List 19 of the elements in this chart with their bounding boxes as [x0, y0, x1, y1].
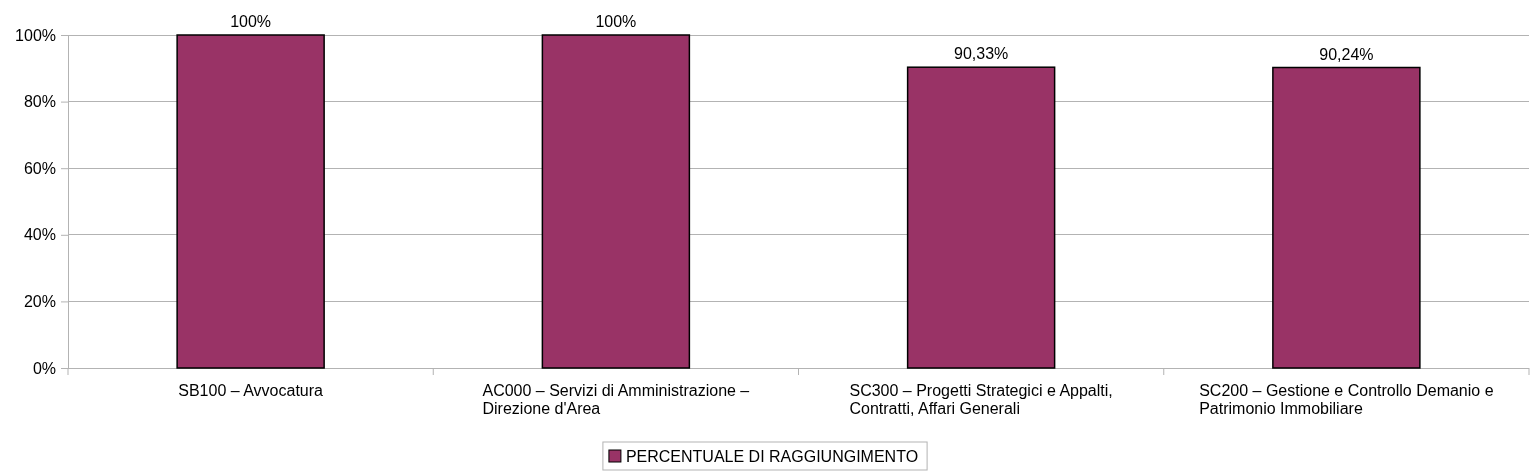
- y-tick-label: 100%: [15, 26, 56, 44]
- bar: [906, 66, 1056, 369]
- x-tick-label: SC200 – Gestione e Controllo Demanio e Patrimonio Immobiliare: [1199, 382, 1494, 417]
- bar: [1272, 66, 1421, 369]
- x-tick-label: AC000 – Servizi di Amministrazione – Direzione d'Area: [482, 382, 750, 417]
- y-tick-label: 0%: [32, 359, 56, 377]
- data-label: 90,33%: [953, 45, 1009, 63]
- data-label: 90,24%: [1319, 45, 1374, 63]
- x-tick-label: SB100 – Avvocatura: [178, 382, 324, 399]
- data-label: 100%: [595, 13, 637, 30]
- bar: [541, 34, 691, 369]
- x-tick-label: SC300 – Progetti Strategici e Appalti, Contratti, Affari Generali: [849, 382, 1113, 417]
- y-tick-label: 40%: [23, 226, 56, 244]
- data-label: 100%: [230, 13, 272, 30]
- y-tick-label: 80%: [23, 93, 56, 111]
- legend-label: PERCENTUALE DI RAGGIUNGIMENTO: [625, 448, 919, 465]
- y-tick-label: 60%: [23, 159, 56, 177]
- bar: [176, 34, 325, 369]
- y-tick-label: 20%: [23, 293, 56, 311]
